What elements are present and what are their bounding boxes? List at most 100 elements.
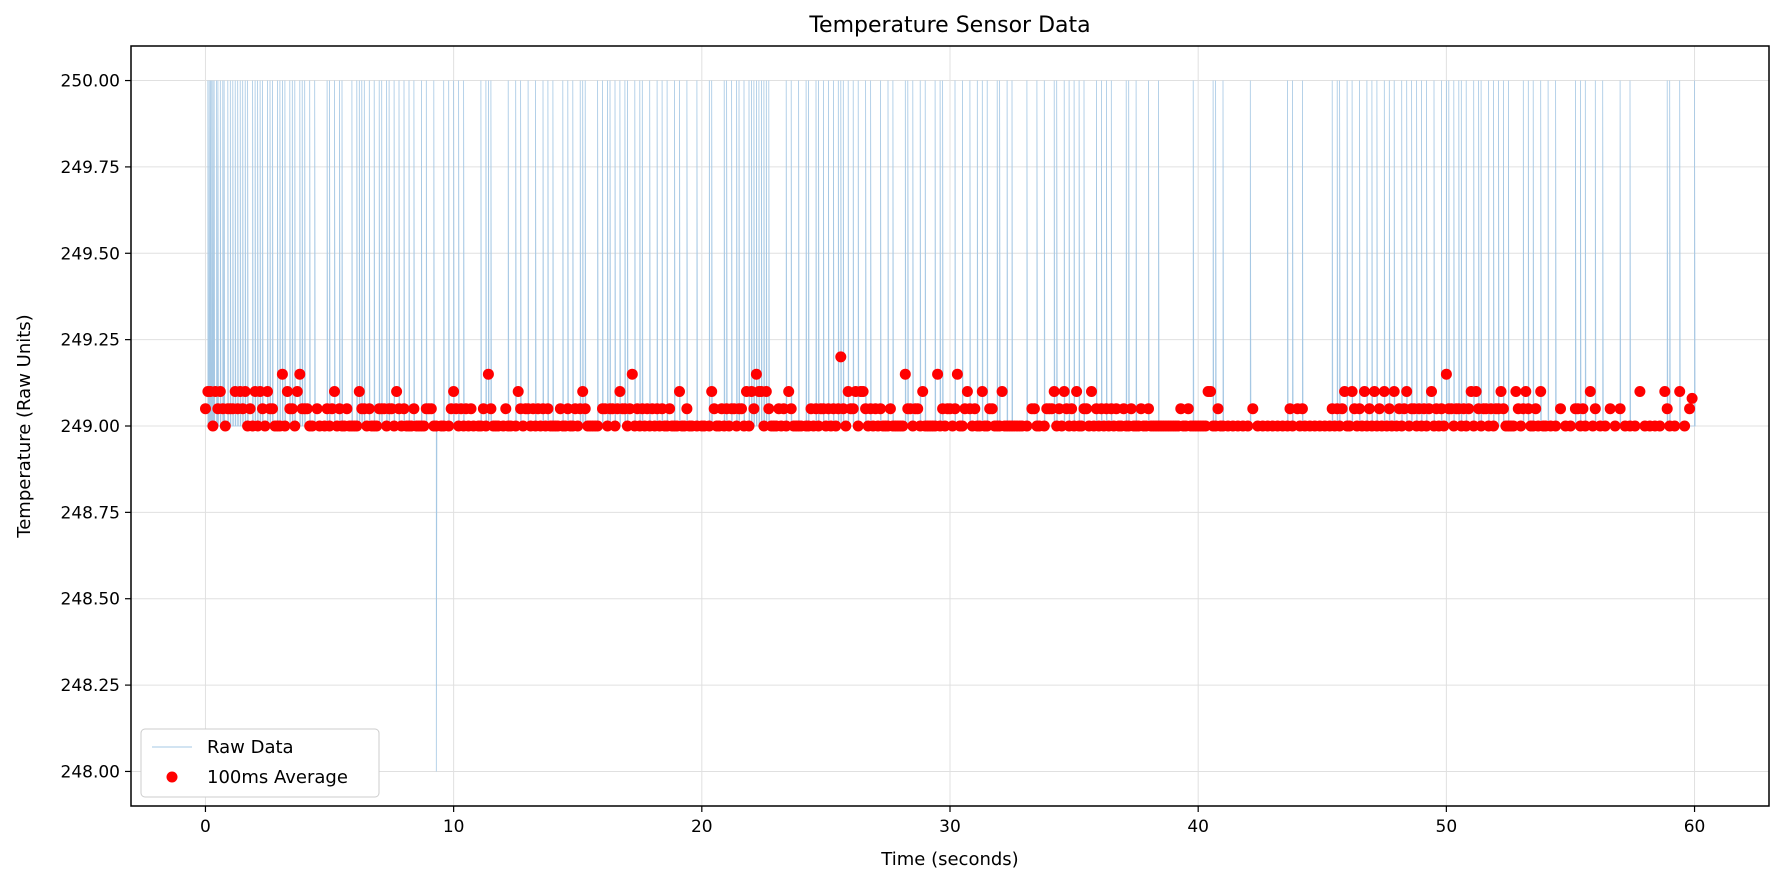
legend: Raw Data 100ms Average bbox=[140, 728, 380, 798]
average-point bbox=[572, 420, 584, 432]
y-tick-label: 250.00 bbox=[61, 72, 120, 92]
average-point bbox=[281, 386, 293, 397]
average-point bbox=[1463, 403, 1475, 415]
average-point bbox=[1048, 386, 1060, 397]
average-point bbox=[1661, 403, 1673, 415]
average-point bbox=[1584, 386, 1596, 397]
x-tick-label: 60 bbox=[1684, 817, 1706, 837]
average-point bbox=[1679, 420, 1691, 432]
average-point bbox=[1066, 403, 1078, 415]
average-point bbox=[1515, 420, 1527, 432]
average-point bbox=[664, 403, 676, 415]
average-point bbox=[674, 386, 685, 397]
y-axis-ticks: 248.00 248.25 248.50 248.75 249.00 249.25 249.… bbox=[61, 72, 131, 782]
average-point bbox=[1021, 420, 1033, 432]
average-point bbox=[969, 403, 981, 415]
average-point bbox=[219, 420, 231, 432]
average-point bbox=[884, 403, 896, 415]
average-point bbox=[207, 420, 219, 432]
average-point bbox=[609, 420, 621, 432]
y-tick-label: 248.75 bbox=[61, 503, 120, 523]
average-point bbox=[1125, 403, 1137, 415]
average-point bbox=[932, 368, 944, 380]
average-point bbox=[341, 403, 353, 415]
average-point bbox=[267, 403, 278, 415]
average-point bbox=[1674, 386, 1686, 397]
average-point bbox=[1614, 403, 1626, 415]
y-tick-label: 249.00 bbox=[61, 417, 120, 437]
average-point bbox=[1038, 420, 1050, 432]
average-point bbox=[961, 386, 973, 397]
average-point bbox=[875, 403, 886, 415]
average-point bbox=[363, 403, 375, 415]
average-point bbox=[398, 403, 410, 415]
average-point bbox=[897, 420, 909, 432]
legend-raw-label: Raw Data bbox=[207, 737, 294, 758]
average-point bbox=[485, 403, 497, 415]
average-point bbox=[1336, 403, 1348, 415]
y-tick-label: 248.50 bbox=[61, 590, 120, 610]
average-point bbox=[1654, 420, 1666, 432]
y-tick-label: 249.25 bbox=[61, 331, 120, 351]
x-tick-label: 0 bbox=[200, 817, 211, 837]
average-point bbox=[239, 386, 251, 397]
average-point bbox=[408, 403, 420, 415]
average-point bbox=[391, 386, 403, 397]
average-point bbox=[857, 386, 869, 397]
average-point bbox=[840, 420, 852, 432]
average-point bbox=[626, 368, 638, 380]
average-point bbox=[949, 403, 961, 415]
y-tick-label: 248.00 bbox=[61, 762, 120, 782]
average-point bbox=[465, 403, 477, 415]
average-point bbox=[1669, 420, 1681, 432]
x-tick-label: 40 bbox=[1187, 817, 1209, 837]
average-point bbox=[750, 368, 762, 380]
average-point bbox=[852, 420, 864, 432]
average-point bbox=[1205, 386, 1217, 397]
average-point bbox=[294, 368, 306, 380]
x-tick-label: 20 bbox=[691, 817, 713, 837]
average-point bbox=[482, 368, 494, 380]
average-point bbox=[1577, 403, 1589, 415]
y-tick-label: 249.50 bbox=[61, 244, 120, 264]
average-point bbox=[1354, 403, 1365, 415]
legend-average-swatch bbox=[166, 771, 178, 783]
average-point bbox=[1143, 403, 1154, 415]
average-point bbox=[899, 368, 911, 380]
x-axis-label: Time (seconds) bbox=[880, 849, 1018, 870]
average-point bbox=[291, 386, 303, 397]
x-tick-label: 50 bbox=[1436, 817, 1458, 837]
y-tick-label: 248.25 bbox=[61, 676, 120, 696]
average-point bbox=[1383, 403, 1395, 415]
average-point bbox=[371, 420, 383, 432]
average-point bbox=[1071, 386, 1083, 397]
average-point bbox=[1363, 403, 1375, 415]
average-point bbox=[1438, 420, 1450, 432]
average-point bbox=[1470, 386, 1482, 397]
y-tick-label: 249.75 bbox=[61, 158, 120, 178]
average-point bbox=[1659, 386, 1671, 397]
x-tick-label: 30 bbox=[939, 817, 961, 837]
average-point bbox=[614, 386, 626, 397]
average-point bbox=[259, 420, 271, 432]
average-point bbox=[1296, 403, 1308, 415]
average-point bbox=[311, 403, 323, 415]
grid bbox=[131, 46, 1769, 806]
average-point bbox=[847, 403, 859, 415]
average-point bbox=[785, 403, 797, 415]
average-point bbox=[1589, 403, 1601, 415]
average-point bbox=[996, 386, 1008, 397]
average-point bbox=[500, 403, 512, 415]
average-point bbox=[1212, 403, 1224, 415]
average-point bbox=[1028, 403, 1040, 415]
average-point bbox=[1497, 403, 1509, 415]
average-point bbox=[351, 420, 363, 432]
average-point bbox=[1555, 403, 1566, 415]
average-point bbox=[512, 386, 524, 397]
average-point bbox=[1058, 386, 1070, 397]
average-point bbox=[1426, 386, 1437, 397]
average-point bbox=[1440, 368, 1452, 380]
legend-average-label: 100ms Average bbox=[207, 767, 348, 788]
x-tick-label: 10 bbox=[443, 817, 465, 837]
